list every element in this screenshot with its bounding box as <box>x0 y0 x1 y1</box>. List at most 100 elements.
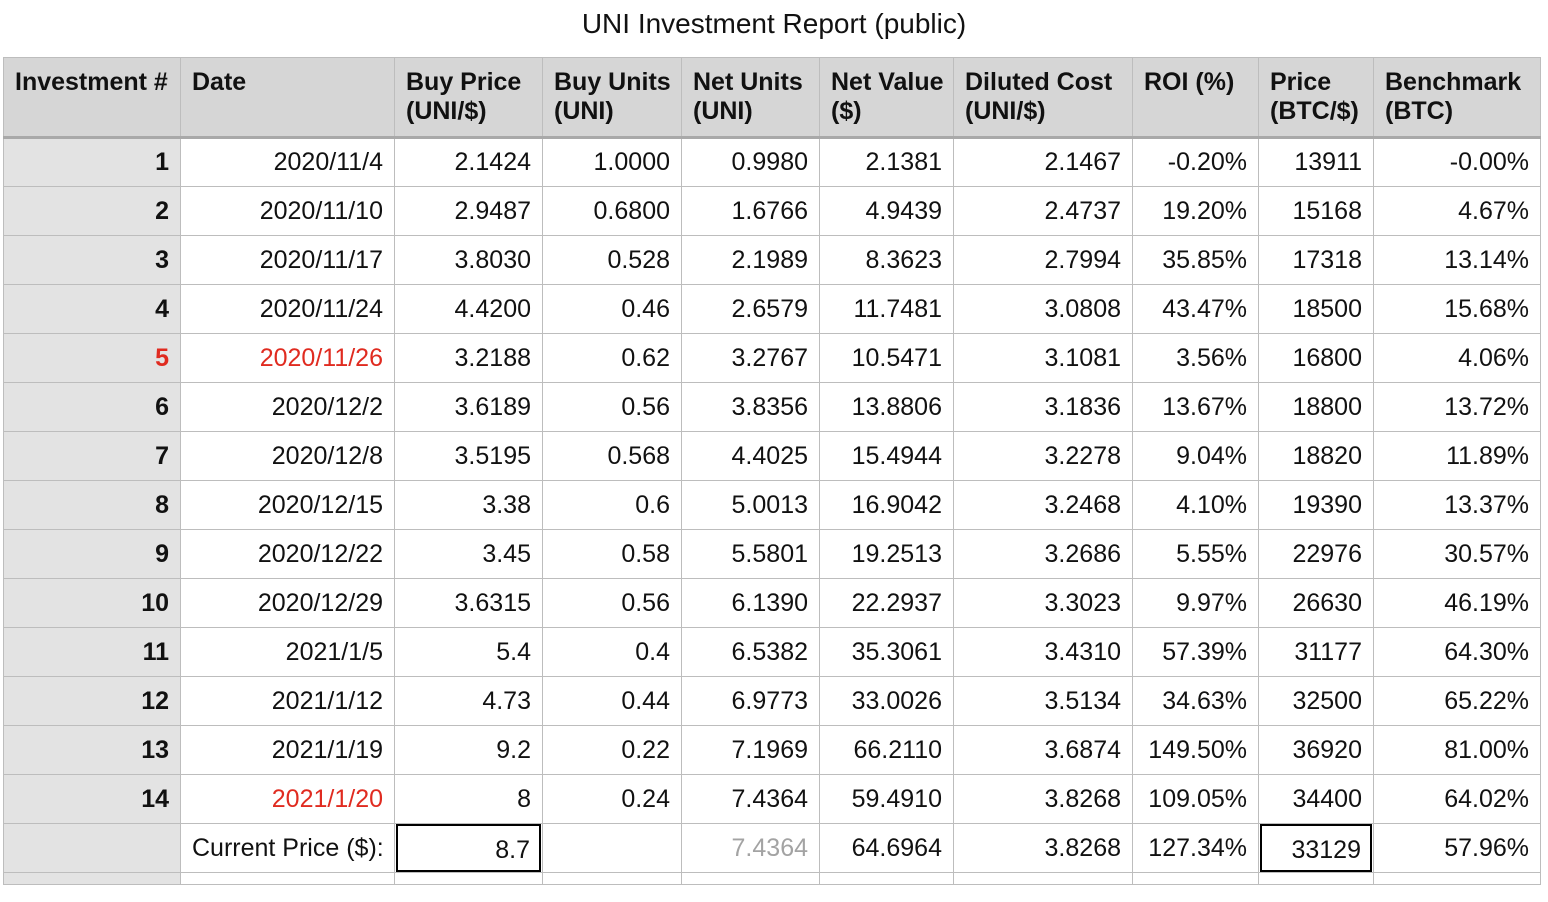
header-investment-number[interactable]: Investment # <box>3 57 181 138</box>
cell-btc-price[interactable]: 15168 <box>1258 186 1374 236</box>
row-header[interactable]: 4 <box>3 284 181 334</box>
cell[interactable] <box>542 872 682 885</box>
cell-net-units[interactable]: 6.1390 <box>681 578 820 628</box>
cell-net-units[interactable]: 1.6766 <box>681 186 820 236</box>
cell-net-units[interactable]: 3.8356 <box>681 382 820 432</box>
cell-net-value[interactable]: 15.4944 <box>819 431 954 481</box>
cell-btc-price[interactable]: 31177 <box>1258 627 1374 677</box>
cell-net-units[interactable]: 6.9773 <box>681 676 820 726</box>
cell-btc-price[interactable]: 18500 <box>1258 284 1374 334</box>
cell-net-units[interactable]: 0.9980 <box>681 136 820 187</box>
cell-net-value[interactable]: 2.1381 <box>819 136 954 187</box>
cell-diluted-cost[interactable]: 3.1081 <box>953 333 1133 383</box>
cell-date[interactable]: 2020/12/8 <box>180 431 395 481</box>
cell-buy-price[interactable]: 3.5195 <box>394 431 543 481</box>
summary-row-header[interactable] <box>3 823 181 873</box>
cell-buy-units[interactable]: 0.4 <box>542 627 682 677</box>
cell-benchmark[interactable]: -0.00% <box>1373 136 1541 187</box>
cell-roi[interactable]: 9.04% <box>1132 431 1259 481</box>
cell-diluted-cost[interactable]: 3.5134 <box>953 676 1133 726</box>
cell-benchmark[interactable]: 4.06% <box>1373 333 1541 383</box>
header-roi[interactable]: ROI (%) <box>1132 57 1259 138</box>
summary-net-value[interactable]: 64.6964 <box>819 823 954 873</box>
cell-roi[interactable]: 34.63% <box>1132 676 1259 726</box>
row-header[interactable]: 6 <box>3 382 181 432</box>
current-price-cell[interactable]: 8.7 <box>394 823 543 873</box>
cell-buy-units[interactable]: 0.22 <box>542 725 682 775</box>
cell-btc-price[interactable]: 18820 <box>1258 431 1374 481</box>
cell-buy-units[interactable]: 0.56 <box>542 382 682 432</box>
cell-diluted-cost[interactable]: 3.4310 <box>953 627 1133 677</box>
cell-buy-units[interactable]: 0.46 <box>542 284 682 334</box>
cell-roi[interactable]: 19.20% <box>1132 186 1259 236</box>
cell-benchmark[interactable]: 11.89% <box>1373 431 1541 481</box>
cell-btc-price[interactable]: 18800 <box>1258 382 1374 432</box>
btc-price-cell[interactable]: 33129 <box>1258 823 1374 873</box>
cell-buy-price[interactable]: 4.73 <box>394 676 543 726</box>
cell-roi[interactable]: 43.47% <box>1132 284 1259 334</box>
cell-net-value[interactable]: 19.2513 <box>819 529 954 579</box>
cell-net-value[interactable]: 35.3061 <box>819 627 954 677</box>
cell-date[interactable]: 2020/11/17 <box>180 235 395 285</box>
cell-buy-units[interactable]: 1.0000 <box>542 136 682 187</box>
cell-net-value[interactable]: 22.2937 <box>819 578 954 628</box>
header-diluted-cost[interactable]: Diluted Cost (UNI/$) <box>953 57 1133 138</box>
cell-date[interactable]: 2020/11/24 <box>180 284 395 334</box>
current-price-input[interactable]: 8.7 <box>396 824 541 872</box>
header-date[interactable]: Date <box>180 57 395 138</box>
cell[interactable] <box>1132 872 1259 885</box>
row-header[interactable]: 7 <box>3 431 181 481</box>
cell-diluted-cost[interactable]: 2.4737 <box>953 186 1133 236</box>
cell-buy-price[interactable]: 2.9487 <box>394 186 543 236</box>
cell-diluted-cost[interactable]: 3.0808 <box>953 284 1133 334</box>
cell-btc-price[interactable]: 26630 <box>1258 578 1374 628</box>
cell-benchmark[interactable]: 13.72% <box>1373 382 1541 432</box>
cell-btc-price[interactable]: 36920 <box>1258 725 1374 775</box>
cell-buy-units[interactable]: 0.6 <box>542 480 682 530</box>
cell-diluted-cost[interactable]: 3.2686 <box>953 529 1133 579</box>
cell-buy-price[interactable]: 4.4200 <box>394 284 543 334</box>
cell-roi[interactable]: -0.20% <box>1132 136 1259 187</box>
cell-buy-price[interactable]: 3.6189 <box>394 382 543 432</box>
cell-date[interactable]: 2020/11/4 <box>180 136 395 187</box>
cell-benchmark[interactable]: 13.37% <box>1373 480 1541 530</box>
cell[interactable] <box>1373 872 1541 885</box>
summary-diluted-cost[interactable]: 3.8268 <box>953 823 1133 873</box>
cell-btc-price[interactable]: 17318 <box>1258 235 1374 285</box>
row-header[interactable]: 8 <box>3 480 181 530</box>
cell-date[interactable]: 2021/1/19 <box>180 725 395 775</box>
cell-buy-units[interactable]: 0.58 <box>542 529 682 579</box>
cell-buy-price[interactable]: 3.8030 <box>394 235 543 285</box>
header-btc-price[interactable]: Price (BTC/$) <box>1258 57 1374 138</box>
row-header[interactable]: 9 <box>3 529 181 579</box>
row-header[interactable]: 13 <box>3 725 181 775</box>
cell-net-value[interactable]: 10.5471 <box>819 333 954 383</box>
cell-benchmark[interactable]: 64.02% <box>1373 774 1541 824</box>
header-buy-price[interactable]: Buy Price (UNI/$) <box>394 57 543 138</box>
cell-net-value[interactable]: 4.9439 <box>819 186 954 236</box>
cell-net-value[interactable]: 66.2110 <box>819 725 954 775</box>
cell-benchmark[interactable]: 4.67% <box>1373 186 1541 236</box>
cell[interactable] <box>394 872 543 885</box>
cell-benchmark[interactable]: 15.68% <box>1373 284 1541 334</box>
cell-net-value[interactable]: 11.7481 <box>819 284 954 334</box>
cell-buy-units[interactable]: 0.44 <box>542 676 682 726</box>
cell-date[interactable]: 2020/11/10 <box>180 186 395 236</box>
cell[interactable] <box>819 872 954 885</box>
cell-roi[interactable]: 35.85% <box>1132 235 1259 285</box>
cell-btc-price[interactable]: 13911 <box>1258 136 1374 187</box>
cell[interactable] <box>953 872 1133 885</box>
cell[interactable] <box>1258 872 1374 885</box>
row-header[interactable]: 11 <box>3 627 181 677</box>
cell-roi[interactable]: 9.97% <box>1132 578 1259 628</box>
cell-net-units[interactable]: 7.1969 <box>681 725 820 775</box>
cell-benchmark[interactable]: 30.57% <box>1373 529 1541 579</box>
header-net-value[interactable]: Net Value ($) <box>819 57 954 138</box>
cell-btc-price[interactable]: 22976 <box>1258 529 1374 579</box>
cell-buy-price[interactable]: 3.2188 <box>394 333 543 383</box>
cell-buy-price[interactable]: 5.4 <box>394 627 543 677</box>
cell[interactable] <box>681 872 820 885</box>
cell-benchmark[interactable]: 64.30% <box>1373 627 1541 677</box>
cell-net-units[interactable]: 5.5801 <box>681 529 820 579</box>
cell-diluted-cost[interactable]: 3.1836 <box>953 382 1133 432</box>
